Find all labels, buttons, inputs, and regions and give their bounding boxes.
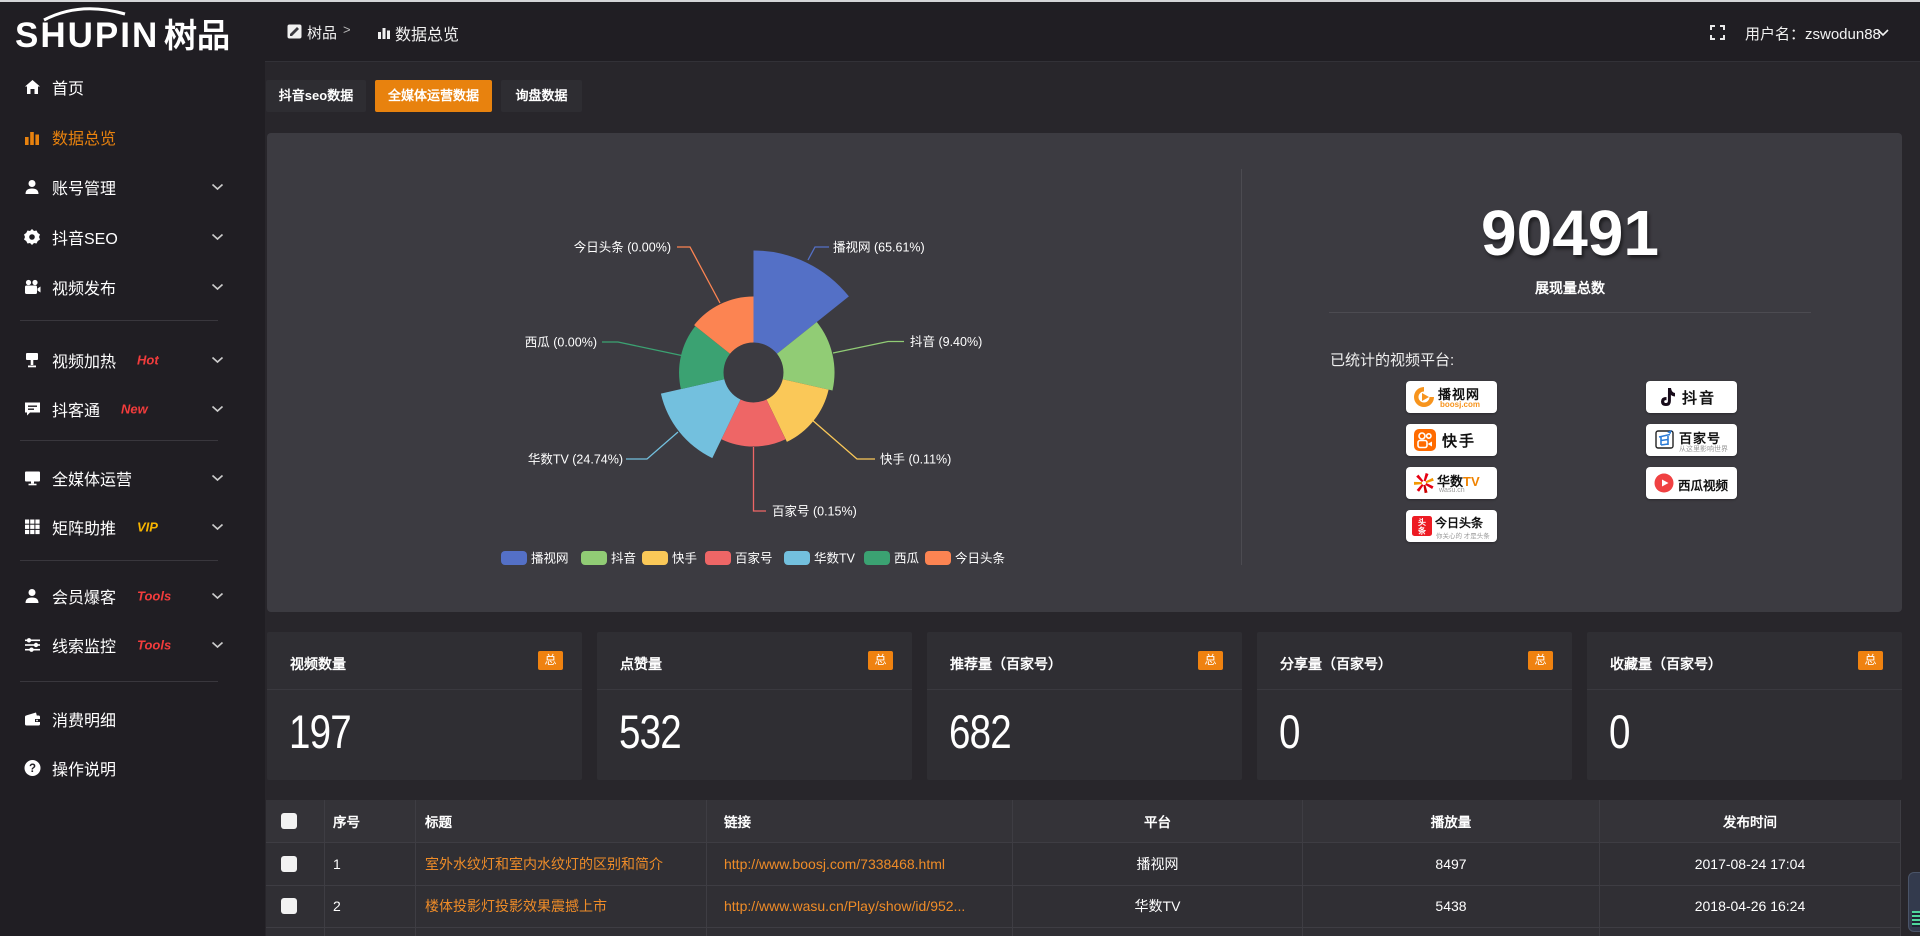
svg-text:华数TV: 华数TV: [814, 551, 856, 566]
svg-text:今日头条 (0.00%): 今日头条 (0.00%): [574, 240, 671, 255]
svg-text:播视网 (65.61%): 播视网 (65.61%): [833, 240, 925, 255]
svg-text:今日头条: 今日头条: [955, 551, 1006, 566]
svg-text:百家号 (0.15%): 百家号 (0.15%): [772, 504, 857, 519]
svg-text:快手 (0.11%): 快手 (0.11%): [880, 453, 951, 467]
svg-text:华数TV (24.74%): 华数TV (24.74%): [528, 452, 623, 467]
svg-text:西瓜: 西瓜: [894, 552, 920, 566]
svg-text:树品: 树品: [164, 17, 230, 54]
svg-text:西瓜 (0.00%): 西瓜 (0.00%): [525, 336, 597, 350]
svg-text:SHUPIN: SHUPIN: [15, 16, 159, 55]
svg-text:百家号: 百家号: [735, 551, 773, 566]
svg-text:头: 头: [1418, 517, 1426, 527]
svg-text:抖音 (9.40%): 抖音 (9.40%): [910, 334, 982, 349]
svg-text:抖音: 抖音: [611, 551, 636, 566]
svg-text:快手: 快手: [672, 552, 697, 566]
svg-text:播视网: 播视网: [531, 551, 569, 566]
svg-text:?: ?: [29, 763, 36, 775]
svg-text:条: 条: [1417, 526, 1427, 536]
